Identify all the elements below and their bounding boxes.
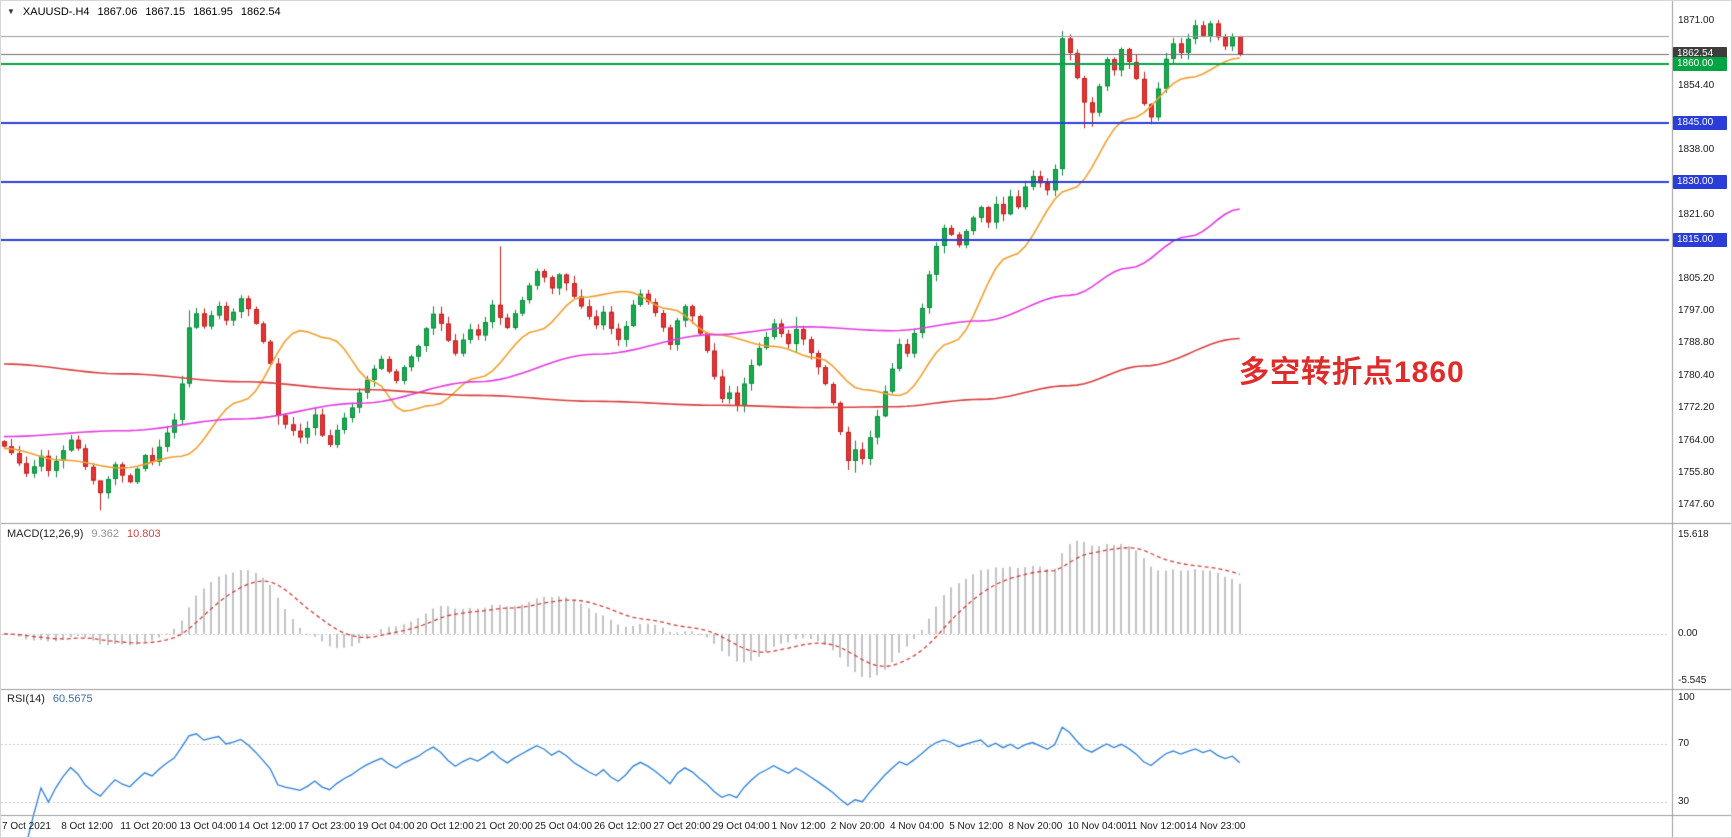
ohlc-high: 1867.15 [145,6,186,18]
time-axis-label: 21 Oct 20:00 [475,821,533,832]
price-tick: 1797.00 [1678,305,1715,317]
rsi-label-row: RSI(14) 60.5675 [7,693,93,705]
macd-indicator-name: MACD(12,26,9) [7,528,84,540]
price-tick: 1871.00 [1678,14,1715,26]
price-tick: 1805.20 [1678,272,1715,284]
time-axis-label: 27 Oct 20:00 [653,821,711,832]
ohlc-close: 1862.54 [240,6,281,18]
time-axis-label: 8 Oct 12:00 [61,821,113,832]
price-tick: 1838.00 [1678,144,1715,156]
time-axis-label: 19 Oct 04:00 [357,821,415,832]
macd-value-signal: 10.803 [126,528,161,540]
price-level-box: 1860.00 [1673,56,1727,71]
price-tick: 1755.80 [1678,466,1715,478]
price-level-box: 1830.00 [1673,174,1727,189]
time-axis-label: 17 Oct 23:00 [298,821,356,832]
symbol-timeframe: XAUUSD-.H4 [22,6,90,18]
price-tick: 1821.60 [1678,208,1715,220]
time-axis-label: 4 Nov 04:00 [890,821,944,832]
chart-header: ▼ XAUUSD-.H4 1867.06 1867.15 1861.95 186… [7,6,281,18]
rsi-value: 60.5675 [52,693,93,705]
time-axis-label: 29 Oct 04:00 [712,821,770,832]
time-axis-label: 2 Nov 20:00 [830,821,885,832]
macd-value-main: 9.362 [91,528,119,540]
rsi-indicator-name: RSI(14) [7,693,45,705]
time-axis-label: 13 Oct 04:00 [179,821,237,832]
price-level-box: 1815.00 [1673,233,1727,248]
price-level-box: 1845.00 [1673,115,1727,130]
price-tick: 1854.40 [1678,79,1715,91]
rsi-axis-label: 30 [1678,795,1690,807]
annotation-text: 多空转折点1860 [1239,356,1465,389]
macd-axis-label: 15.618 [1678,529,1709,540]
time-axis-label: 14 Oct 12:00 [238,821,297,832]
macd-axis-label: -5.545 [1678,675,1707,686]
time-axis-label: 10 Nov 04:00 [1067,821,1128,832]
time-axis-label: 8 Nov 20:00 [1008,821,1063,832]
time-axis-label: 5 Nov 12:00 [949,821,1004,832]
price-tick: 1780.40 [1678,370,1715,382]
rsi-axis-label: 100 [1678,692,1695,703]
collapse-triangle-icon[interactable]: ▼ [7,7,15,16]
macd-label-row: MACD(12,26,9) 9.362 10.803 [7,528,161,540]
ohlc-open: 1867.06 [97,6,138,18]
time-axis-label: 7 Oct 2021 [2,821,51,832]
time-axis-label: 11 Nov 12:00 [1126,821,1186,832]
time-axis-label: 25 Oct 04:00 [534,821,593,832]
price-tick: 1764.00 [1678,434,1715,446]
time-axis-label: 11 Oct 20:00 [120,821,177,832]
time-axis-label: 20 Oct 12:00 [416,821,474,832]
price-tick: 1788.80 [1678,337,1715,349]
price-tick: 1772.20 [1678,402,1715,414]
time-axis-label: 26 Oct 12:00 [594,821,652,832]
price-tick: 1747.60 [1678,498,1715,510]
ohlc-low: 1861.95 [193,6,233,18]
macd-axis-label: 0.00 [1678,627,1698,639]
time-axis-label: 1 Nov 12:00 [771,821,826,832]
rsi-axis-label: 70 [1678,738,1690,750]
time-axis-label: 14 Nov 23:00 [1186,821,1246,832]
